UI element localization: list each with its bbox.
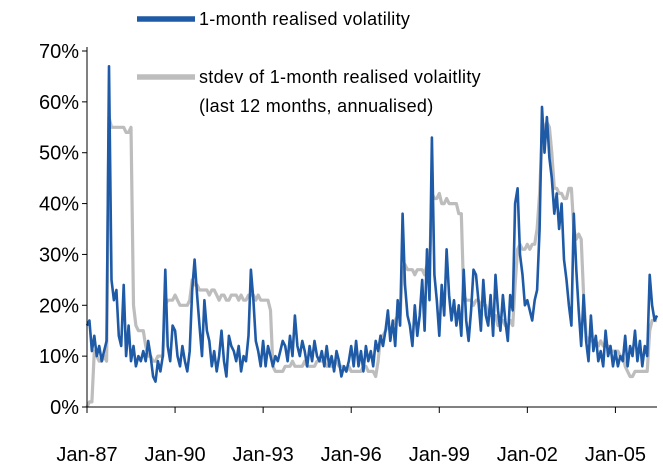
legend-label: stdev of 1-month realised volaitlity: [199, 67, 481, 87]
y-axis-ticks: 0% 10% 20% 30% 40% 50% 60% 70%: [39, 41, 87, 419]
y-tick-label: 30%: [39, 244, 79, 266]
x-tick-label: Jan-02: [497, 444, 558, 466]
legend-label: 1-month realised volatility: [199, 9, 410, 29]
x-tick-label: Jan-99: [409, 444, 470, 466]
y-tick-label: 70%: [39, 41, 79, 63]
stdev-volatility-series-line: [85, 115, 657, 408]
x-tick-label: Jan-05: [585, 444, 646, 466]
y-tick-label: 60%: [39, 92, 79, 114]
x-axis-ticks: Jan-87 Jan-90 Jan-93 Jan-96 Jan-99 Jan-02 Jan-…: [56, 407, 646, 466]
legend-label: (last 12 months, annualised): [199, 96, 434, 116]
realised-volatility-series-line: [85, 65, 659, 383]
y-tick-label: 40%: [39, 194, 79, 216]
x-tick-label: Jan-96: [321, 444, 382, 466]
axes: [86, 47, 657, 408]
y-tick-label: 10%: [39, 346, 79, 368]
plot-lines: [85, 65, 659, 408]
x-tick-label: Jan-93: [233, 444, 294, 466]
x-tick-label: Jan-90: [144, 444, 205, 466]
legend: 1-month realised volatility stdev of 1-mo…: [137, 9, 481, 116]
y-tick-label: 20%: [39, 295, 79, 317]
y-tick-label: 0%: [50, 397, 79, 419]
x-tick-label: Jan-87: [56, 444, 117, 466]
y-tick-label: 50%: [39, 143, 79, 165]
